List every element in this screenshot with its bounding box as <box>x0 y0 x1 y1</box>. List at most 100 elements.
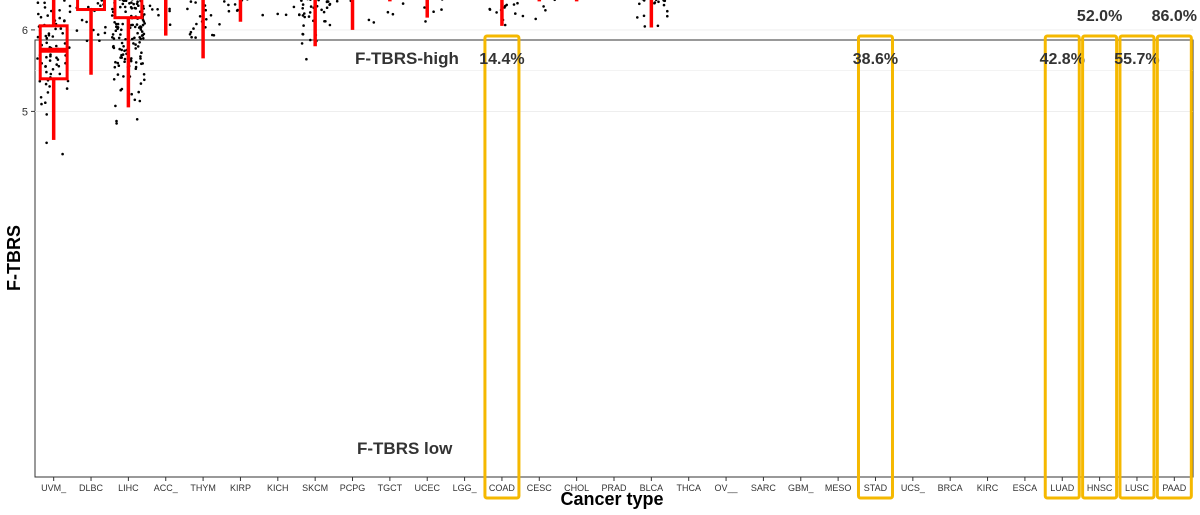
data-point <box>534 18 537 21</box>
data-point <box>302 14 305 17</box>
data-point <box>440 8 443 11</box>
data-point <box>119 56 122 59</box>
data-point <box>323 11 326 14</box>
data-point <box>59 73 62 76</box>
data-point <box>135 61 138 64</box>
data-point <box>392 13 395 16</box>
data-point <box>190 36 193 39</box>
data-point <box>81 19 84 22</box>
data-point <box>142 37 145 40</box>
data-point <box>432 10 435 13</box>
data-point <box>135 7 138 10</box>
data-point <box>441 0 444 1</box>
data-point <box>52 35 55 38</box>
data-point <box>522 15 525 18</box>
data-point <box>135 66 138 69</box>
data-point <box>373 21 376 24</box>
data-point <box>104 26 107 29</box>
data-point <box>643 15 646 18</box>
data-point <box>115 29 118 32</box>
data-point <box>134 99 137 102</box>
data-point <box>47 91 50 94</box>
data-point <box>666 10 669 13</box>
data-point <box>143 73 146 76</box>
data-point <box>223 0 226 3</box>
data-point <box>149 5 152 8</box>
data-point <box>57 58 60 61</box>
data-point <box>329 24 332 27</box>
data-point <box>104 32 107 35</box>
data-point <box>293 6 296 9</box>
data-point <box>117 62 120 65</box>
data-point <box>130 1 133 4</box>
data-point <box>654 1 657 4</box>
data-point <box>97 33 100 36</box>
data-point <box>115 122 118 125</box>
data-point <box>317 0 320 1</box>
data-point <box>228 10 231 13</box>
data-point <box>320 9 323 12</box>
data-point <box>139 57 142 60</box>
data-point <box>112 46 115 49</box>
data-point <box>210 14 213 17</box>
data-point <box>663 4 666 7</box>
data-point <box>111 8 114 11</box>
data-point <box>115 23 118 26</box>
data-point <box>309 11 312 14</box>
data-point <box>55 63 58 66</box>
data-point <box>49 59 52 62</box>
data-point <box>186 8 189 11</box>
data-point <box>115 120 118 123</box>
data-point <box>261 14 264 17</box>
data-point <box>97 2 100 5</box>
data-point <box>140 82 143 85</box>
data-point <box>114 105 117 108</box>
plot-panel <box>35 40 1193 477</box>
data-point <box>137 45 140 48</box>
data-point <box>45 35 48 38</box>
data-point <box>140 28 143 31</box>
data-point <box>37 13 40 16</box>
data-point <box>192 27 195 30</box>
data-point <box>336 0 339 3</box>
data-point <box>138 41 141 44</box>
data-point <box>66 87 69 90</box>
data-point <box>63 20 66 23</box>
data-point <box>119 33 122 36</box>
data-point <box>218 23 221 26</box>
data-point <box>424 20 427 23</box>
data-point <box>60 27 63 30</box>
data-point <box>489 8 492 11</box>
data-point <box>44 101 47 104</box>
data-point <box>118 48 121 51</box>
data-point <box>45 56 48 59</box>
data-point <box>58 65 61 68</box>
data-point <box>301 7 304 10</box>
data-point <box>49 53 52 56</box>
data-point <box>115 25 118 28</box>
data-point <box>136 32 139 35</box>
data-point <box>61 153 64 156</box>
data-point <box>131 0 134 1</box>
data-point <box>302 24 305 27</box>
data-point <box>134 43 137 46</box>
data-point <box>45 113 48 116</box>
data-point <box>121 23 124 26</box>
data-point <box>48 85 51 88</box>
data-point <box>45 142 48 145</box>
data-point <box>136 23 139 26</box>
data-point <box>309 0 312 1</box>
data-point <box>118 64 121 67</box>
data-point <box>234 3 237 6</box>
data-point <box>131 38 134 41</box>
data-point <box>132 42 135 45</box>
data-point <box>276 13 279 16</box>
data-point <box>143 13 146 16</box>
data-point <box>199 15 202 18</box>
data-point <box>236 9 239 12</box>
data-point <box>516 2 519 5</box>
data-point <box>124 6 127 9</box>
data-point <box>50 73 53 76</box>
data-point <box>168 10 171 13</box>
